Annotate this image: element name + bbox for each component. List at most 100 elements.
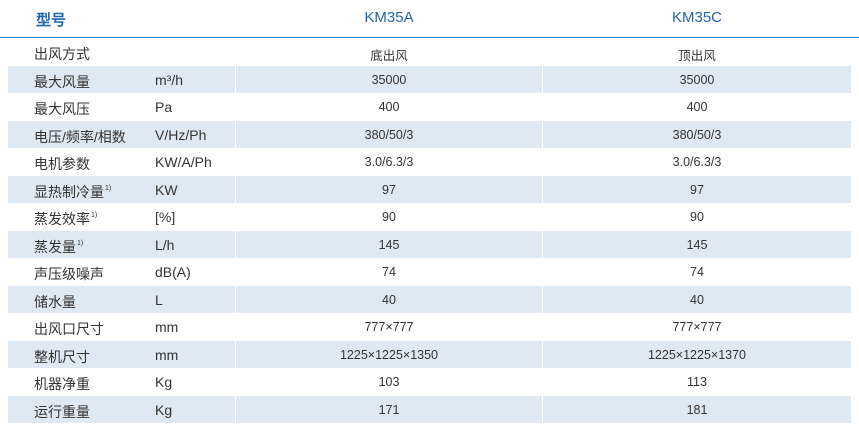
value-km35a: 底出风	[370, 49, 408, 63]
param-name-text: 出风口尺寸	[34, 321, 104, 337]
table-row: 储水量 L 40 40	[8, 285, 851, 313]
param-name: 最大风压	[34, 99, 90, 119]
param-unit: KW/A/Ph	[155, 154, 212, 170]
value-km35c: 74	[690, 265, 704, 279]
param-name: 电压/频率/相数	[34, 127, 126, 147]
value-km35c: 1225×1225×1370	[647, 347, 747, 362]
param-name-text: 显热制冷量	[34, 183, 104, 200]
param-name-text: 声压级噪声	[34, 266, 104, 282]
table-row: 最大风量 m³/h 35000 35000	[8, 65, 851, 93]
value-km35c: 3.0/6.3/3	[672, 155, 722, 169]
param-name: 机器净重	[34, 374, 90, 394]
param-name: 声压级噪声	[34, 264, 104, 284]
table-row: 电压/频率/相数 V/Hz/Ph 380/50/3 380/50/3	[8, 120, 851, 148]
param-unit: dB(A)	[155, 264, 191, 280]
value-km35c: 400	[686, 100, 708, 114]
column-divider	[542, 38, 543, 432]
param-name-text: 储水量	[34, 293, 76, 310]
table-row: 最大风压 Pa 400 400	[8, 93, 851, 120]
value-km35a: 74	[382, 265, 396, 279]
row-divider	[8, 202, 851, 204]
param-name: 电机参数	[34, 154, 90, 174]
param-name-text: 蒸发量	[34, 238, 76, 255]
table-row: 显热制冷量1) KW 97 97	[8, 175, 851, 203]
param-name-text: 电压/频率/相数	[34, 128, 126, 145]
param-name: 蒸发效率1)	[34, 209, 97, 229]
value-km35c: 90	[690, 210, 704, 224]
model-label: 型号	[36, 12, 67, 29]
row-divider	[8, 367, 851, 369]
param-name: 出风方式	[34, 44, 90, 64]
row-divider	[8, 230, 851, 231]
value-km35a: 97	[382, 182, 396, 197]
param-unit: mm	[155, 346, 179, 363]
value-km35a: 777×777	[364, 320, 414, 334]
param-name-text: 机器净重	[34, 376, 90, 392]
table-row: 蒸发效率1) [%] 90 90	[8, 203, 851, 230]
param-unit: V/Hz/Ph	[155, 126, 207, 143]
value-km35c: 顶出风	[678, 49, 716, 63]
value-km35c: 97	[690, 182, 704, 197]
param-unit: Kg	[155, 401, 173, 418]
row-divider	[8, 65, 851, 66]
column-header-km35c: KM35C	[671, 9, 723, 26]
table-row: 声压级噪声 dB(A) 74 74	[8, 258, 851, 285]
row-divider	[8, 285, 851, 286]
value-km35c: 145	[686, 237, 708, 252]
param-name: 蒸发量1)	[34, 237, 83, 257]
row-divider	[8, 395, 851, 396]
param-name: 整机尺寸	[34, 347, 90, 367]
table-row: 机器净重 Kg 103 113	[8, 368, 851, 395]
value-km35c: 777×777	[672, 320, 722, 334]
param-name-text: 最大风压	[34, 101, 90, 117]
row-divider	[8, 147, 851, 149]
table-row: 出风方式 底出风 顶出风	[8, 38, 851, 65]
value-km35a: 171	[378, 402, 400, 417]
param-name: 运行重量	[34, 402, 90, 422]
row-divider	[8, 312, 851, 314]
value-km35c: 380/50/3	[672, 127, 722, 142]
value-km35a: 3.0/6.3/3	[364, 155, 414, 169]
table-row: 运行重量 Kg 171 181	[8, 395, 851, 423]
value-km35c: 113	[687, 375, 707, 389]
row-divider	[8, 92, 851, 94]
value-km35c: 35000	[679, 72, 715, 87]
param-name-text: 运行重量	[34, 403, 90, 420]
table-row: 整机尺寸 mm 1225×1225×1350 1225×1225×1370	[8, 340, 851, 368]
footnote-marker: 1)	[77, 239, 84, 247]
value-km35a: 35000	[371, 72, 407, 87]
param-unit: Pa	[155, 99, 173, 115]
value-km35a: 380/50/3	[364, 127, 414, 142]
value-km35a: 103	[378, 375, 400, 389]
param-name-text: 出风方式	[34, 46, 90, 62]
value-km35c: 40	[690, 292, 704, 307]
value-km35a: 1225×1225×1350	[339, 347, 439, 362]
param-unit: KW	[155, 181, 178, 198]
footnote-marker: 1)	[91, 212, 98, 219]
table-header: 型号 KM35A KM35C	[0, 0, 859, 38]
param-name-text: 最大风量	[34, 73, 90, 90]
param-unit: m³/h	[155, 71, 183, 88]
table-row: 蒸发量1) L/h 145 145	[8, 230, 851, 258]
value-km35a: 400	[378, 100, 400, 114]
table-row: 出风口尺寸 mm 777×777 777×777	[8, 313, 851, 340]
param-name: 储水量	[34, 292, 76, 312]
param-name-text: 电机参数	[34, 156, 90, 172]
value-km35a: 145	[378, 237, 400, 252]
param-name-text: 蒸发效率	[34, 211, 90, 227]
value-km35a: 90	[382, 210, 396, 224]
value-km35c: 181	[686, 402, 708, 417]
row-divider	[8, 120, 851, 121]
footnote-marker: 1)	[105, 184, 112, 192]
param-name: 最大风量	[34, 72, 90, 92]
column-divider	[235, 38, 236, 432]
param-unit: mm	[155, 319, 179, 335]
param-name: 显热制冷量1)	[34, 182, 111, 202]
table-row: 电机参数 KW/A/Ph 3.0/6.3/3 3.0/6.3/3	[8, 148, 851, 175]
param-unit: Kg	[155, 374, 173, 390]
param-name-text: 整机尺寸	[34, 348, 90, 365]
column-header-km35a: KM35A	[364, 9, 414, 26]
row-divider	[8, 340, 851, 341]
value-km35a: 40	[382, 292, 396, 307]
